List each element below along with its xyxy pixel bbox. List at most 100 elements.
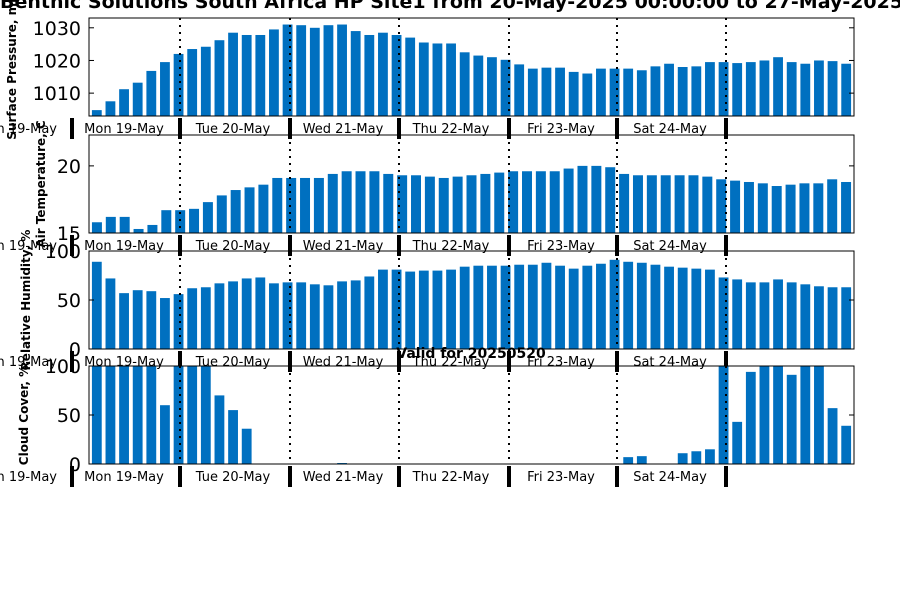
bar-1-53 — [827, 179, 838, 233]
bar-1-12 — [258, 184, 269, 233]
bar-2-6 — [173, 294, 184, 349]
bar-0-10 — [228, 32, 238, 117]
bar-0-21 — [378, 32, 388, 117]
bar-1-33 — [549, 171, 560, 233]
bar-0-47 — [732, 63, 743, 116]
bar-3-11 — [241, 428, 252, 464]
bar-0-16 — [309, 27, 320, 116]
bar-0-46 — [718, 62, 729, 116]
bar-0-33 — [541, 67, 552, 116]
bar-0-53 — [814, 60, 824, 116]
bar-0-22 — [391, 34, 402, 116]
bar-0-55 — [841, 63, 852, 116]
bar-2-29 — [487, 265, 497, 349]
bar-1-37 — [605, 167, 616, 233]
bar-2-33 — [541, 262, 552, 349]
bar-1-35 — [577, 165, 588, 233]
day-label-left-1: n 19-May — [0, 239, 57, 254]
day-label-1-3: Thu 22-May — [412, 239, 490, 254]
bar-3-8 — [200, 366, 211, 464]
y-tick-label-3-2: 100 — [45, 356, 81, 378]
valid-note: Valid for 20250520 — [396, 346, 546, 362]
bar-0-45 — [705, 62, 715, 116]
bar-1-43 — [688, 175, 699, 233]
bar-1-45 — [716, 179, 727, 233]
figure-title: Benthic Solutions South Africa HP Site1 … — [0, 0, 900, 13]
bar-2-47 — [732, 279, 743, 349]
bar-1-39 — [632, 175, 643, 233]
bar-0-26 — [446, 43, 456, 117]
panel-air-temperature: 15 20 Air Temperature, C Mon 19-May Tue 20-M… — [0, 120, 855, 256]
bar-1-26 — [452, 176, 463, 233]
bar-2-26 — [446, 269, 456, 349]
day-label-1-2: Wed 21-May — [303, 239, 384, 254]
bar-2-34 — [555, 265, 565, 349]
bar-1-48 — [757, 183, 768, 233]
bar-3-48 — [745, 371, 756, 464]
bar-2-20 — [364, 276, 375, 349]
bar-0-7 — [187, 49, 198, 116]
bar-2-38 — [609, 259, 620, 349]
bar-2-13 — [269, 283, 279, 349]
bar-3-9 — [214, 395, 225, 464]
bar-3-51 — [786, 374, 797, 464]
bar-1-20 — [369, 171, 380, 233]
bar-2-31 — [514, 264, 525, 349]
bar-2-30 — [500, 265, 511, 349]
bar-1-36 — [591, 165, 602, 233]
bar-0-30 — [500, 59, 511, 116]
y-tick-label-2-2: 100 — [45, 241, 81, 263]
bar-2-54 — [827, 287, 838, 349]
bar-2-55 — [841, 287, 852, 349]
bar-2-48 — [745, 282, 756, 349]
y-axis-label-2: Relative Humidity, % — [19, 230, 33, 371]
bar-1-49 — [771, 186, 782, 233]
bar-1-24 — [424, 176, 435, 233]
bar-1-16 — [313, 177, 324, 233]
bar-1-21 — [383, 173, 394, 233]
bar-0-39 — [623, 68, 634, 116]
bar-0-31 — [514, 64, 525, 116]
y-tick-label-0-0: 1010 — [33, 83, 81, 105]
bar-1-0 — [91, 222, 102, 233]
y-tick-label-0-1: 1020 — [33, 50, 81, 72]
bar-2-40 — [636, 262, 647, 349]
bar-0-29 — [487, 57, 497, 116]
bar-2-23 — [405, 271, 416, 349]
bar-0-25 — [432, 43, 443, 117]
bar-2-46 — [718, 277, 729, 349]
bar-2-16 — [309, 284, 320, 349]
bar-0-41 — [650, 66, 661, 116]
bar-1-14 — [286, 177, 297, 233]
bar-1-34 — [563, 168, 574, 233]
bar-2-52 — [800, 284, 811, 349]
bar-1-15 — [300, 177, 311, 233]
bar-2-3 — [132, 290, 143, 349]
bar-1-7 — [189, 208, 200, 233]
bar-3-40 — [636, 456, 647, 464]
panel-surface-pressure: 1010 1020 1030 Surface Pressure, mb Mon 19-M… — [0, 0, 855, 140]
bar-2-4 — [146, 291, 157, 349]
bar-1-32 — [535, 171, 546, 233]
bar-0-54 — [827, 61, 838, 116]
bar-3-5 — [160, 405, 170, 464]
day-label-2-2: Wed 21-May — [303, 355, 384, 370]
bar-2-1 — [105, 278, 116, 349]
bar-3-45 — [705, 449, 715, 464]
bar-1-17 — [327, 173, 338, 233]
bar-1-5 — [161, 210, 172, 233]
bar-2-5 — [160, 298, 170, 349]
day-label-left-3: n 19-May — [0, 470, 57, 485]
y-axis-label-3: Cloud Cover, % — [17, 365, 31, 465]
day-label-3-4: Fri 23-May — [527, 470, 595, 485]
bar-0-20 — [364, 34, 375, 116]
bar-0-38 — [609, 68, 620, 116]
bar-1-51 — [799, 183, 810, 233]
bar-3-10 — [228, 410, 238, 464]
day-label-3-1: Tue 20-May — [195, 470, 271, 485]
bar-0-51 — [786, 62, 797, 116]
bar-2-27 — [459, 266, 470, 349]
